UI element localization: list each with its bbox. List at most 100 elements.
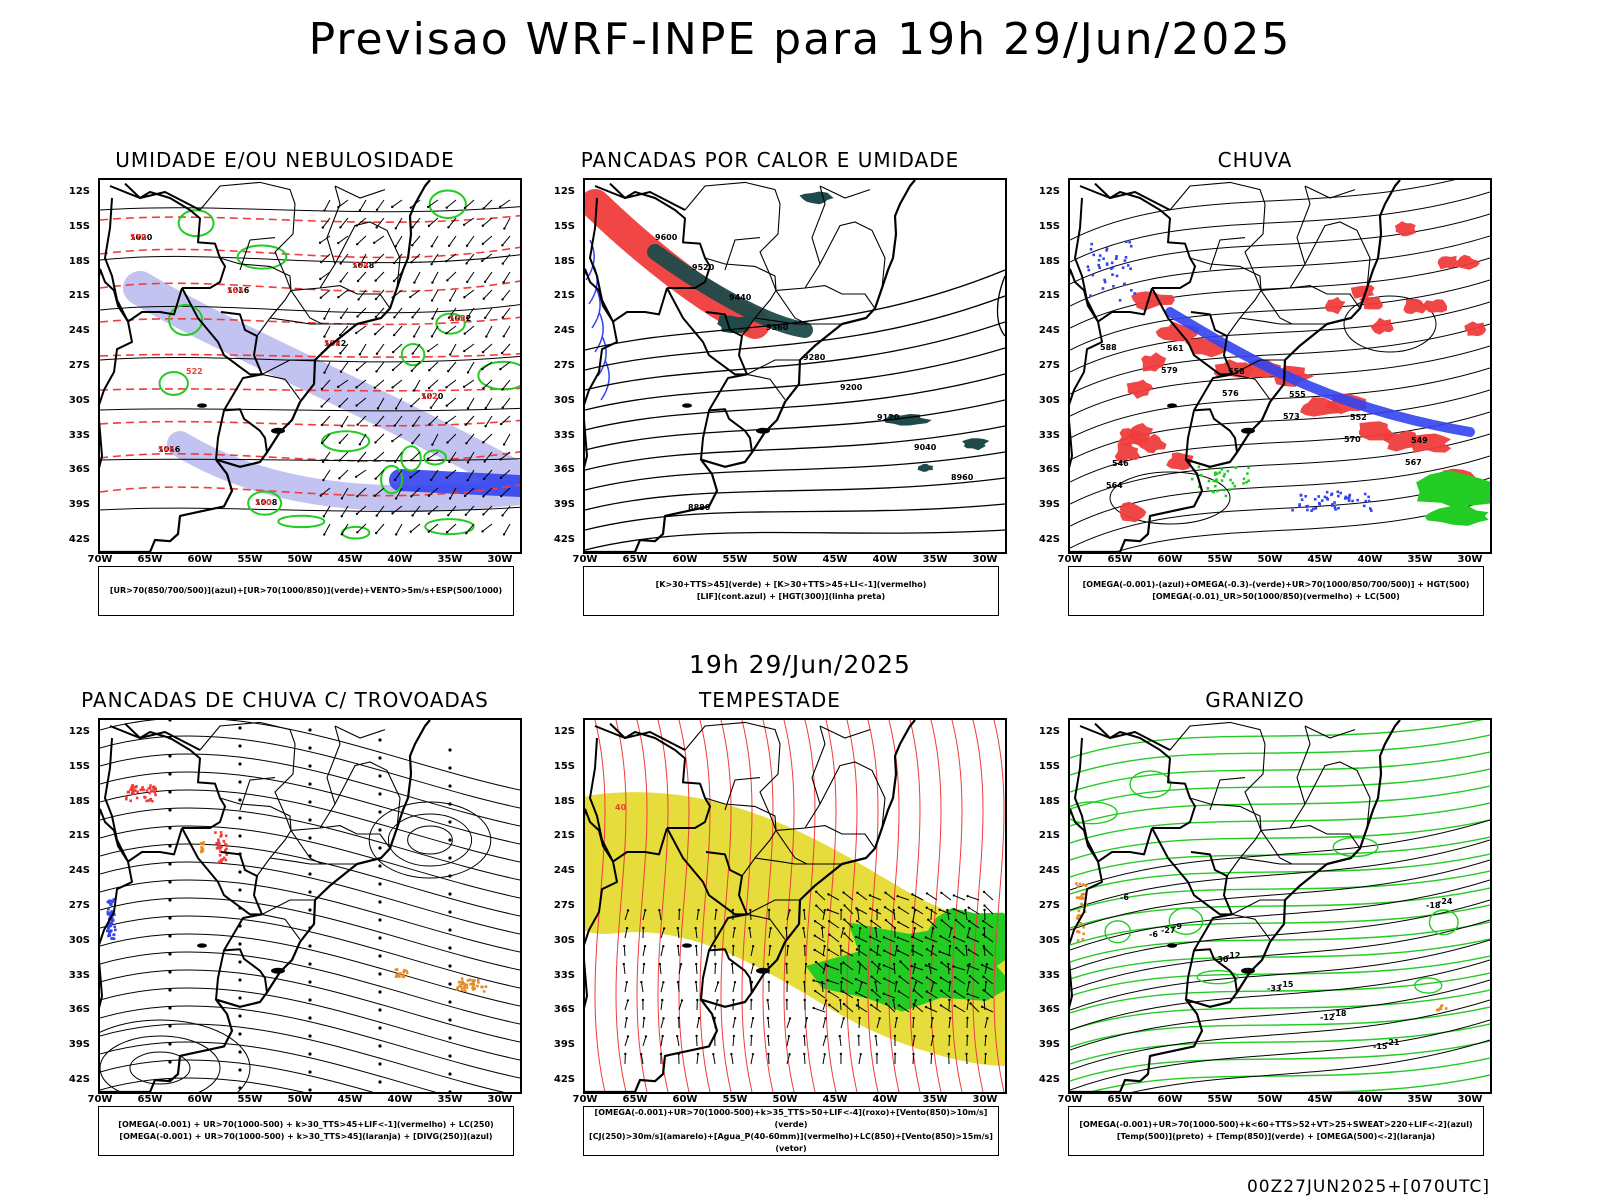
rain-blue	[1369, 507, 1372, 510]
streamline-arrow	[378, 1008, 382, 1012]
wind-vector-head	[824, 1017, 827, 1020]
wind-vector-head	[501, 514, 504, 517]
legend-line: [CJ(250)>30m/s](amarelo)+[Agua_P(40-60mm…	[589, 1132, 993, 1153]
wind-vector-head	[784, 926, 788, 930]
streamline-red	[888, 720, 900, 1092]
state-border	[746, 373, 786, 400]
wind-vector	[858, 964, 861, 975]
wind-vector	[893, 910, 896, 921]
wind-vector	[410, 253, 421, 263]
wind-vector-head	[658, 908, 661, 912]
streamline-arrow	[448, 856, 452, 860]
wind-vector	[501, 235, 511, 246]
wind-vector-head	[814, 890, 818, 894]
storm-red	[225, 844, 229, 847]
wind-vector	[623, 945, 626, 957]
wind-vector-head	[828, 933, 831, 936]
storm-orange	[405, 969, 408, 973]
wind-vector	[464, 487, 475, 497]
latitude-label: 21S	[553, 830, 575, 842]
wind-vector	[501, 343, 511, 354]
wind-vector-head	[446, 441, 449, 444]
wind-vector	[337, 379, 349, 388]
wind-vector-head	[374, 423, 378, 427]
streamline-arrow	[238, 816, 242, 820]
wind-vector	[449, 343, 457, 355]
wind-vector-head	[320, 423, 324, 427]
wind-vector-head	[482, 495, 485, 498]
wind-vector-head	[678, 908, 681, 912]
wind-vector-head	[413, 281, 416, 284]
wind-vector-head	[626, 999, 630, 1002]
wind-vector-head	[767, 908, 771, 912]
rain-blue	[1343, 497, 1347, 500]
wind-vector	[858, 928, 861, 939]
state-border	[1304, 761, 1371, 829]
wind-vector	[696, 1018, 700, 1029]
humidity-contour-green	[236, 244, 288, 270]
wind-vector-head	[870, 975, 873, 978]
storm-red	[218, 841, 221, 845]
wind-vector-head	[827, 919, 831, 923]
wind-vector	[356, 487, 367, 497]
country-border	[594, 185, 711, 289]
wind-vector-head	[733, 980, 737, 984]
wind-vector-head	[953, 1004, 956, 1008]
temp500-contour	[1070, 839, 1490, 911]
wind-vector	[969, 975, 980, 985]
wind-vector	[857, 892, 868, 901]
rain-blue	[1092, 253, 1095, 257]
storm-red	[131, 788, 135, 791]
wind-vector-head	[911, 906, 914, 909]
wind-vector	[912, 928, 916, 939]
wind-vector-head	[869, 948, 873, 951]
legend-line: [OMEGA(-0.001)+UR>70(1000-500)+k<60+TTS>…	[1079, 1120, 1473, 1129]
wind-vector-head	[787, 1034, 791, 1038]
weather-map: 40	[585, 720, 1005, 1092]
rain-blue	[1370, 509, 1373, 512]
omega-orange	[1078, 914, 1082, 917]
wind-vector-head	[373, 494, 377, 497]
coastline	[100, 180, 431, 552]
wind-vector	[885, 919, 896, 929]
wind-vector	[884, 906, 896, 915]
wind-vector-head	[339, 226, 342, 229]
storm-orange	[403, 969, 406, 972]
wind-vector	[374, 325, 385, 335]
latitude-label: 24S	[1038, 325, 1060, 337]
streamline-arrow	[378, 954, 382, 958]
humidity-contour-green	[277, 514, 326, 529]
wind-vector-head	[411, 316, 414, 319]
storm-red	[131, 786, 134, 789]
storm-red	[220, 833, 223, 837]
wind-vector	[463, 379, 475, 388]
wind-vector	[803, 981, 806, 993]
wind-vector-head	[939, 935, 942, 938]
wind-vector-head	[465, 244, 469, 247]
wind-vector-head	[839, 908, 843, 912]
streamline-arrow	[168, 844, 172, 848]
state-border	[319, 825, 391, 849]
wind-vector	[814, 949, 826, 957]
pressure-label: 1020	[130, 233, 153, 242]
streamline-arrow	[448, 1054, 452, 1058]
wind-vector	[940, 977, 952, 985]
wind-vector-head	[750, 1034, 753, 1038]
wind-vector-head	[897, 1004, 901, 1007]
rain-blue	[1087, 268, 1091, 272]
wind-vector	[930, 909, 933, 921]
wind-vector-head	[410, 459, 413, 462]
streamline-arrow	[238, 798, 242, 802]
wind-vector	[786, 910, 791, 921]
wind-vector-head	[952, 965, 955, 968]
wind-vector	[642, 964, 645, 975]
storm-red	[153, 791, 157, 794]
wind-vector	[359, 433, 367, 445]
wind-vector-head	[884, 891, 887, 894]
wind-vector-head	[954, 918, 958, 922]
streamline-arrow	[308, 908, 312, 912]
wind-vector-head	[940, 961, 943, 964]
wind-vector-head	[410, 261, 413, 264]
latitude-label: 27S	[1038, 900, 1060, 911]
wind-vector	[750, 964, 754, 975]
